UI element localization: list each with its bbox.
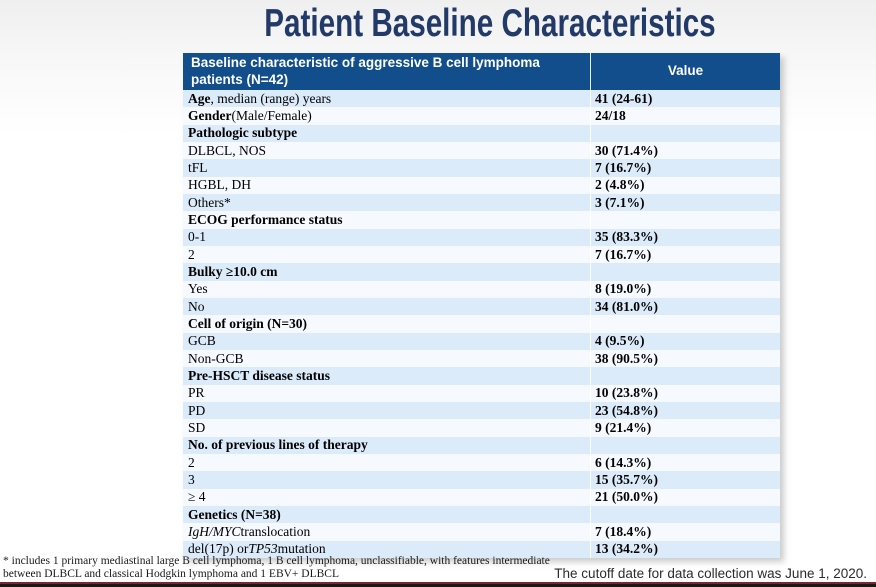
row-label: Age, median (range) years (183, 90, 591, 108)
row-value (591, 263, 780, 280)
table-row: No 34 (81.0%) (183, 297, 780, 316)
table-row: Others* 3 (7.1%) (183, 193, 780, 212)
row-value: 38 (90.5%) (595, 350, 658, 366)
row-value: 9 (21.4%) (595, 419, 652, 435)
row-value: 30 (71.4%) (595, 142, 658, 158)
row-value: 23 (54.8%) (595, 402, 658, 418)
row-label: Bulky ≥10.0 cm (183, 263, 591, 281)
row-value: 6 (14.3%) (595, 454, 652, 470)
table-header-row: Baseline characteristic of aggressive B … (183, 53, 780, 90)
table-row: tFL 7 (16.7%) (183, 159, 780, 177)
row-value: 21 (50.0%) (595, 489, 658, 505)
table-row: ≥ 4 21 (50.0%) (183, 488, 780, 506)
row-value: 3 (7.1%) (595, 194, 645, 210)
row-label: 2 (183, 453, 591, 472)
row-label: GCB (183, 332, 591, 350)
table-row: HGBL, DH 2 (4.8%) (183, 176, 780, 194)
title-wrap: Patient Baseline Characteristics (0, 2, 876, 46)
table-row: Yes 8 (19.0%) (183, 280, 780, 298)
row-label: HGBL, DH (183, 176, 591, 194)
row-value: 34 (81.0%) (595, 298, 658, 314)
table-section-row: Pre-HSCT disease status (183, 367, 780, 385)
table-row: PR 10 (23.8%) (183, 384, 780, 402)
cutoff-note: The cutoff date for data collection was … (554, 566, 867, 581)
row-value: 35 (83.3%) (595, 229, 658, 245)
row-label: IgH/MYC translocation (183, 523, 591, 541)
table-row: 0-1 35 (83.3%) (183, 228, 780, 246)
row-value (591, 211, 780, 228)
table-section-row: Bulky ≥10.0 cm (183, 263, 780, 281)
row-label: Gender (Male/Female) (183, 107, 591, 125)
row-value (591, 125, 780, 142)
table-row: IgH/MYC translocation 7 (18.4%) (183, 523, 780, 541)
table-row: DLBCL, NOS 30 (71.4%) (183, 141, 780, 160)
row-value: 2 (4.8%) (595, 177, 645, 193)
row-label: No (183, 297, 591, 316)
row-value: 41 (24-61) (595, 90, 653, 106)
row-label: Pathologic subtype (183, 124, 591, 142)
row-label: ECOG performance status (183, 211, 591, 229)
page-title: Patient Baseline Characteristics (264, 2, 716, 45)
row-value: 4 (9.5%) (595, 333, 645, 349)
characteristics-table: Baseline characteristic of aggressive B … (183, 53, 780, 558)
column-header-value: Value (667, 63, 704, 79)
row-label: del(17p) or TP53 mutation (183, 540, 591, 558)
footnote-line-1: * includes 1 primary mediastinal large B… (3, 555, 550, 567)
row-label: PR (183, 384, 591, 402)
row-label: SD (183, 419, 591, 437)
row-label: tFL (183, 159, 591, 177)
table-section-row: Pathologic subtype (183, 124, 780, 142)
column-header-characteristic: Baseline characteristic of aggressive B … (183, 53, 591, 90)
row-label: 3 (183, 471, 591, 489)
bottom-accent-line (0, 581, 876, 587)
row-value: 24/18 (595, 107, 626, 123)
table-section-row: ECOG performance status (183, 211, 780, 229)
row-value (591, 367, 780, 384)
row-label: ≥ 4 (183, 488, 591, 506)
footnote-line-2: between DLBCL and classical Hodgkin lymp… (3, 567, 339, 580)
table-section-row: No. of previous lines of therapy (183, 436, 780, 454)
row-value: 10 (23.8%) (595, 385, 658, 401)
table-row: GCB 4 (9.5%) (183, 332, 780, 350)
row-value (591, 437, 780, 454)
table-row: Gender (Male/Female) 24/18 (183, 107, 780, 125)
row-value: 8 (19.0%) (595, 281, 652, 297)
row-label: Pre-HSCT disease status (183, 367, 591, 385)
row-value: 7 (16.7%) (595, 246, 652, 262)
table-row: SD 9 (21.4%) (183, 419, 780, 437)
row-label: Yes (183, 280, 591, 298)
row-label: Non-GCB (183, 349, 591, 368)
row-value: 7 (16.7%) (595, 159, 652, 175)
row-label: No. of previous lines of therapy (183, 436, 591, 454)
row-value: 7 (18.4%) (595, 523, 652, 539)
row-label: DLBCL, NOS (183, 141, 591, 160)
accent-line-dark (0, 584, 876, 587)
row-label: 0-1 (183, 228, 591, 246)
table-section-row: Genetics (N=38) (183, 505, 780, 524)
row-label: Cell of origin (N=30) (183, 315, 591, 333)
row-value (591, 315, 780, 332)
table-row: 3 15 (35.7%) (183, 471, 780, 489)
table-row: Age, median (range) years 41 (24-61) (183, 90, 780, 108)
table-body: Age, median (range) years 41 (24-61) Gende… (183, 90, 780, 558)
footnote: * includes 1 primary mediastinal large B… (3, 555, 550, 580)
row-value (591, 506, 780, 523)
row-label: 2 (183, 245, 591, 264)
row-value: 13 (34.2%) (595, 541, 658, 557)
row-label: Others* (183, 193, 591, 212)
table-row: Non-GCB 38 (90.5%) (183, 349, 780, 368)
row-value: 15 (35.7%) (595, 471, 658, 487)
table-section-row: Cell of origin (N=30) (183, 315, 780, 333)
table-row: PD 23 (54.8%) (183, 401, 780, 420)
table-row: del(17p) or TP53 mutation 13 (34.2%) (183, 540, 780, 558)
accent-line-red (0, 582, 876, 584)
row-label: PD (183, 401, 591, 420)
row-label: Genetics (N=38) (183, 505, 591, 524)
